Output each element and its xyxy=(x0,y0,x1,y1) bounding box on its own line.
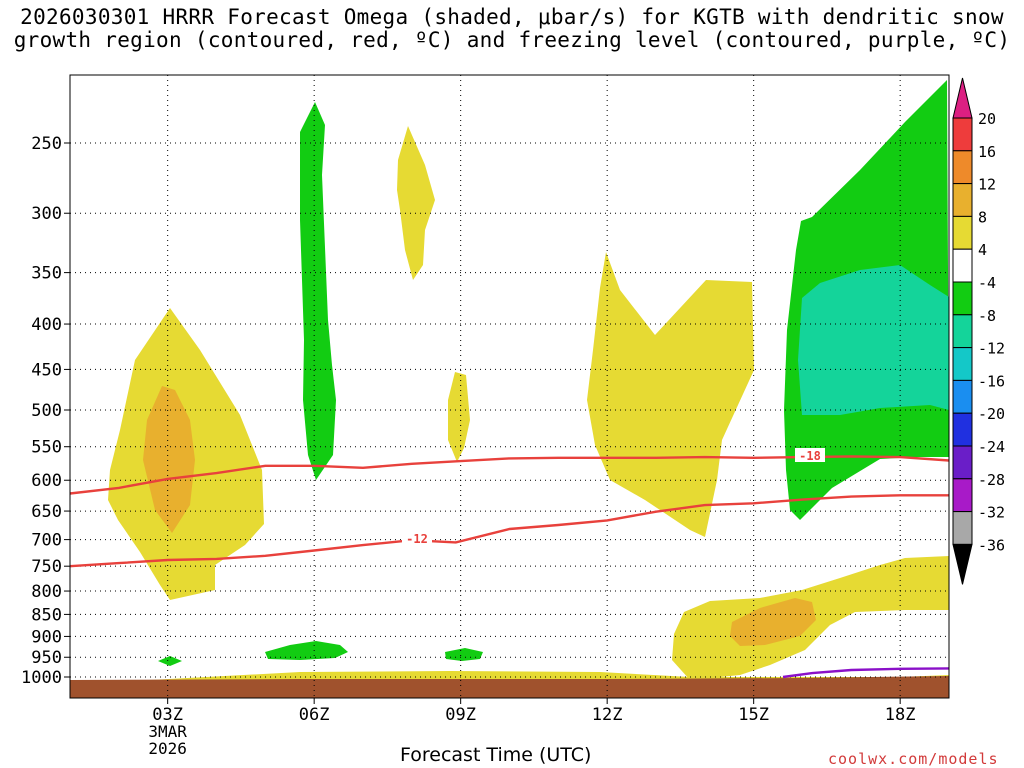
colorbar-bin-12 xyxy=(952,511,973,545)
omega-descent-950-09z xyxy=(445,648,483,661)
terrain-fill xyxy=(70,676,949,698)
colorbar-cap-bottom xyxy=(952,543,973,585)
colorbar-label-13: -36 xyxy=(978,536,1005,554)
colorbar-cap-top xyxy=(952,77,973,119)
colorbar-bin-7 xyxy=(952,347,973,381)
contour-freezing-level xyxy=(782,667,950,679)
y-tick-label-400: 400 xyxy=(31,315,62,335)
x-axis-label: Forecast Time (UTC) xyxy=(400,744,592,766)
colorbar-label-5: -4 xyxy=(978,274,996,292)
colorbar-bin-2 xyxy=(952,183,973,217)
contour-dendritic-bottom xyxy=(69,494,949,568)
colorbar-bin-3 xyxy=(952,215,973,250)
plot-frame xyxy=(69,74,950,699)
colorbar-bin-4 xyxy=(952,248,973,283)
y-tick-label-250: 250 xyxy=(31,134,62,154)
colorbar-label-9: -20 xyxy=(978,405,1005,423)
colorbar-label-11: -28 xyxy=(978,471,1005,489)
colorbar-bin-6 xyxy=(952,314,973,349)
plot-area: -12 -18 xyxy=(69,74,950,699)
omega-ascent-09z xyxy=(448,372,470,462)
contour-label-bg-18 xyxy=(795,448,825,462)
colorbar-bin-8 xyxy=(952,379,973,414)
y-tick-label-750: 750 xyxy=(31,557,62,577)
x-tick-label-09Z: 09Z xyxy=(445,705,476,725)
y-axis: 2503003504004505005506006507007508008509… xyxy=(21,134,70,688)
y-tick-label-550: 550 xyxy=(31,438,62,458)
y-tick-label-350: 350 xyxy=(31,264,62,284)
x-tick-label-03Z: 03Z xyxy=(152,705,183,725)
omega-ascent-03z-core xyxy=(143,386,195,533)
x-tick-date-line: 3MAR xyxy=(148,722,187,741)
y-tick-label-900: 900 xyxy=(31,627,62,647)
contour-label-minus-18: -18 xyxy=(799,449,821,463)
colorbar-label-0: 20 xyxy=(978,110,996,128)
credit-link[interactable]: coolwx.com/models xyxy=(828,750,999,768)
omega-ascent-08z xyxy=(397,126,435,280)
y-tick-label-500: 500 xyxy=(31,401,62,421)
colorbar-bin-11 xyxy=(952,478,973,513)
omega-shading xyxy=(108,80,949,681)
y-tick-label-450: 450 xyxy=(31,360,62,380)
colorbar: 20 16 12 8 4 -4 -8 -12 -16 -20 -24 -28 -32 -36 xyxy=(952,77,1005,585)
y-tick-label-1000: 1000 xyxy=(21,668,62,688)
colorbar-bin-1 xyxy=(952,150,973,185)
colorbar-label-3: 8 xyxy=(978,208,987,226)
x-tick-label-15Z: 15Z xyxy=(738,705,769,725)
chart-title: 2026030301 HRRR Forecast Omega (shaded, … xyxy=(0,6,1024,52)
y-tick-label-700: 700 xyxy=(31,531,62,551)
title-line-1: 2026030301 HRRR Forecast Omega (shaded, … xyxy=(20,5,1004,29)
colorbar-label-8: -16 xyxy=(978,372,1005,390)
omega-descent-06z xyxy=(300,102,336,480)
x-tick-label-18Z: 18Z xyxy=(885,705,916,725)
y-tick-label-800: 800 xyxy=(31,582,62,602)
contour-label-bg-12 xyxy=(402,531,432,545)
y-tick-label-650: 650 xyxy=(31,502,62,522)
omega-descent-950-03z xyxy=(158,656,182,666)
colorbar-bin-5 xyxy=(952,281,973,316)
omega-ascent-low-16z-core xyxy=(730,598,816,646)
x-tick-label-12Z: 12Z xyxy=(592,705,623,725)
colorbar-bin-9 xyxy=(952,412,973,447)
colorbar-label-7: -12 xyxy=(978,340,1005,358)
omega-descent-upper-17z-core xyxy=(798,265,949,415)
colorbar-bin-10 xyxy=(952,445,973,480)
x-tick-label-06Z: 06Z xyxy=(299,705,330,725)
y-tick-label-950: 950 xyxy=(31,648,62,668)
x-tick-year-line: 2026 xyxy=(148,739,187,758)
colorbar-bin-0 xyxy=(952,117,973,152)
contour-label-minus-12: -12 xyxy=(406,532,428,546)
colorbar-label-1: 16 xyxy=(978,143,996,161)
colorbar-label-6: -8 xyxy=(978,307,996,325)
y-tick-label-300: 300 xyxy=(31,204,62,224)
colorbar-label-12: -32 xyxy=(978,504,1005,522)
y-tick-label-600: 600 xyxy=(31,471,62,491)
colorbar-label-4: 4 xyxy=(978,241,987,259)
colorbar-label-10: -24 xyxy=(978,438,1005,456)
omega-ascent-12z-14z xyxy=(587,252,754,537)
colorbar-label-2: 12 xyxy=(978,176,996,194)
y-tick-label-850: 850 xyxy=(31,605,62,625)
omega-descent-950-06z xyxy=(265,641,348,660)
title-line-2: growth region (contoured, red, ºC) and f… xyxy=(13,28,1011,52)
